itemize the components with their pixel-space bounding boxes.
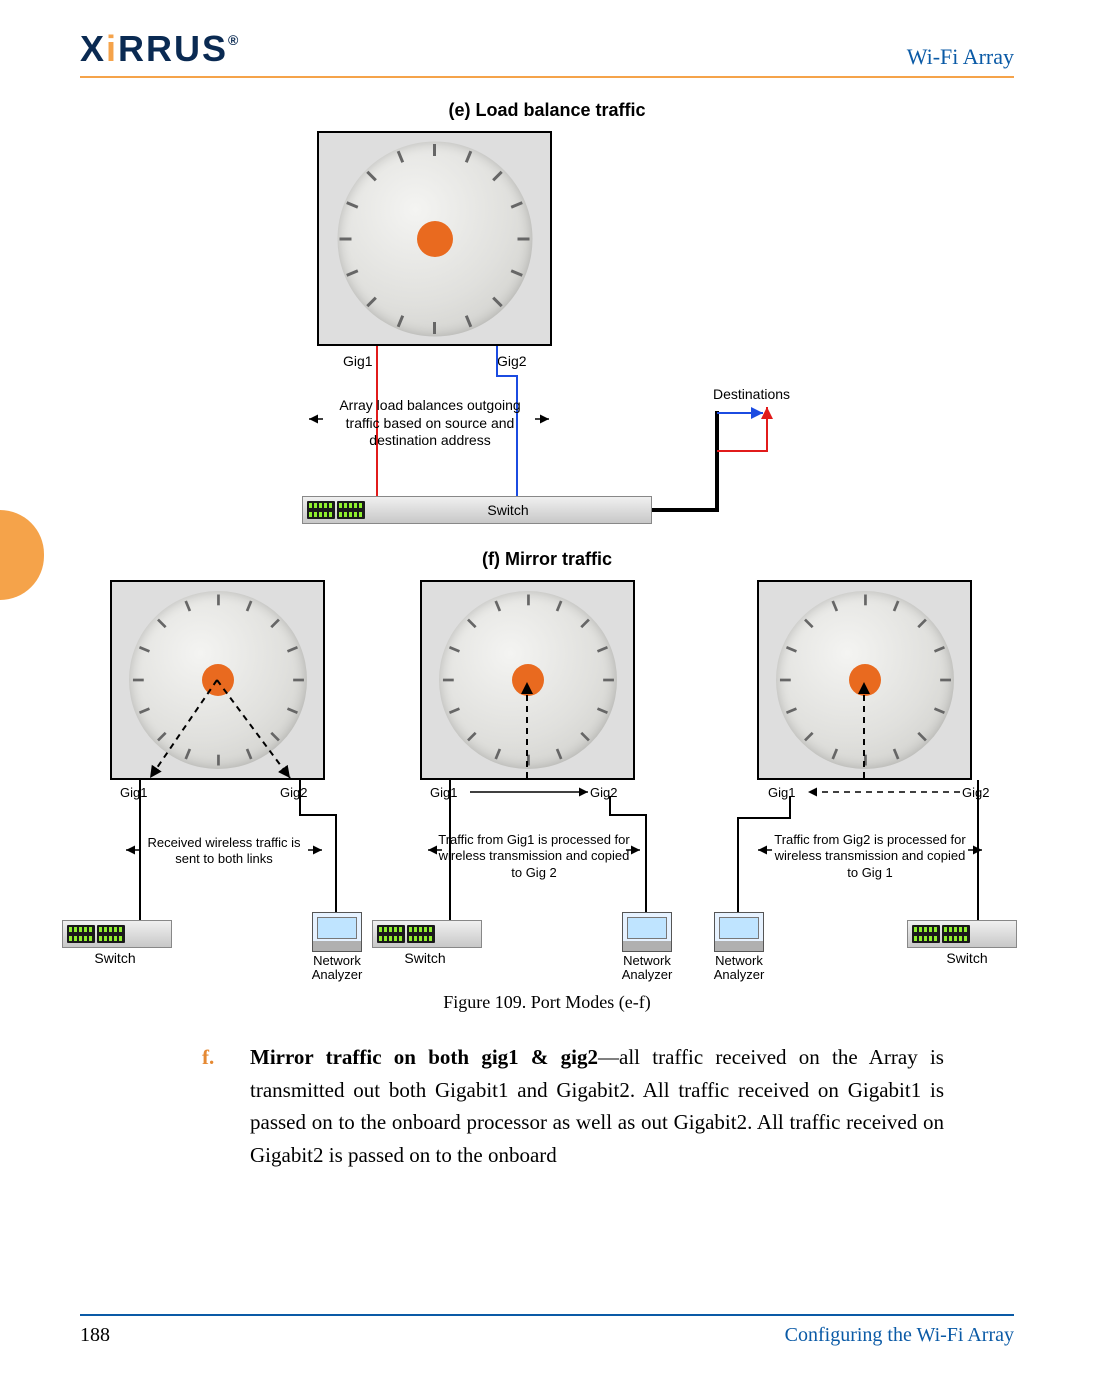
destinations-label: Destinations: [713, 386, 790, 402]
side-tab: [0, 510, 44, 600]
switch-label: Switch: [385, 950, 465, 966]
fig-f-title: (f) Mirror traffic: [80, 549, 1014, 570]
para-bold: Mirror traffic on both gig1 & gig2: [250, 1045, 598, 1069]
figure-e: Gig1 Gig2: [257, 131, 837, 531]
figure-caption: Figure 109. Port Modes (e-f): [80, 992, 1014, 1013]
switch-device: [62, 920, 172, 948]
body-paragraph: f. Mirror traffic on both gig1 & gig2—al…: [250, 1041, 944, 1171]
col2-explain: Traffic from Gig1 is processed for wirel…: [436, 832, 632, 881]
gig1-label: Gig1: [768, 785, 795, 800]
gig2-label: Gig2: [962, 785, 989, 800]
network-analyzer: [714, 912, 764, 952]
network-analyzer: [622, 912, 672, 952]
array-device: [757, 580, 972, 780]
switch-label: Switch: [365, 502, 651, 518]
array-device: [317, 131, 552, 346]
col1-explain: Received wireless traffic is sent to bot…: [136, 835, 312, 868]
gig2-label: Gig2: [497, 353, 527, 369]
array-device: [110, 580, 325, 780]
na-label: Network Analyzer: [305, 954, 369, 983]
switch-label: Switch: [927, 950, 1007, 966]
gig1-label: Gig1: [120, 785, 147, 800]
footer-text: Configuring the Wi-Fi Array: [785, 1324, 1014, 1347]
page-header: XiRRUS® Wi-Fi Array: [80, 28, 1014, 78]
brand-logo: XiRRUS®: [80, 28, 240, 70]
switch-label: Switch: [75, 950, 155, 966]
fig-f-col2: Gig1 Gig2 Traffic from Gig1 is processed…: [390, 580, 690, 980]
page-number: 188: [80, 1324, 110, 1347]
gig1-label: Gig1: [430, 785, 457, 800]
fig-e-title: (e) Load balance traffic: [80, 100, 1014, 121]
array-device: [420, 580, 635, 780]
page-footer: 188 Configuring the Wi-Fi Array: [80, 1314, 1014, 1347]
gig2-label: Gig2: [280, 785, 307, 800]
switch-device: [372, 920, 482, 948]
switch-device: Switch: [302, 496, 652, 524]
gig2-label: Gig2: [590, 785, 617, 800]
na-label: Network Analyzer: [615, 954, 679, 983]
gig1-label: Gig1: [343, 353, 373, 369]
header-title: Wi-Fi Array: [907, 44, 1014, 70]
fig-f-col3: Gig1 Gig2 Traffic from Gig2 is processed…: [702, 580, 1002, 980]
network-analyzer: [312, 912, 362, 952]
na-label: Network Analyzer: [707, 954, 771, 983]
figure-f: Gig1 Gig2 Received wireless traffic is s…: [80, 580, 1015, 980]
fig-e-explain: Array load balances outgoing traffic bas…: [325, 397, 535, 450]
fig-f-col1: Gig1 Gig2 Received wireless traffic is s…: [80, 580, 380, 980]
col3-explain: Traffic from Gig2 is processed for wirel…: [772, 832, 968, 881]
list-bullet: f.: [202, 1041, 214, 1074]
switch-device: [907, 920, 1017, 948]
